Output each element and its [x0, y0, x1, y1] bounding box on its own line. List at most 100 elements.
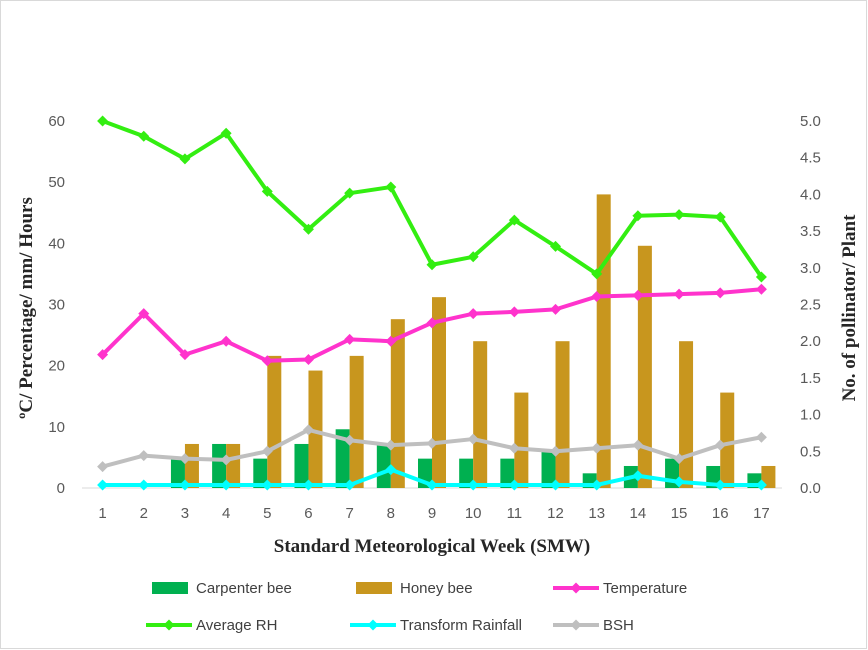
x-tick-label: 5 — [263, 505, 271, 522]
x-tick-label: 11 — [507, 505, 523, 522]
data-point — [550, 303, 562, 315]
x-tick-label: 16 — [712, 505, 729, 522]
right-tick-label: 4.0 — [800, 186, 821, 203]
data-point — [632, 470, 644, 482]
legend-label: Transform Rainfall — [400, 617, 522, 634]
data-point — [591, 291, 603, 303]
right-tick-label: 3.5 — [800, 223, 821, 240]
data-point — [508, 442, 520, 454]
data-point — [97, 461, 109, 473]
left-tick-label: 20 — [48, 358, 65, 375]
data-point — [220, 479, 232, 491]
data-point — [302, 223, 314, 235]
data-point — [179, 349, 191, 361]
x-tick-label: 9 — [428, 505, 436, 522]
data-point — [591, 479, 603, 491]
right-tick-label: 5.0 — [800, 113, 821, 130]
data-point — [97, 115, 109, 127]
bar — [170, 458, 185, 488]
bar — [679, 341, 694, 488]
bar — [720, 392, 735, 488]
data-point — [302, 354, 314, 366]
left-tick-label: 60 — [48, 113, 65, 130]
data-point — [261, 185, 273, 197]
data-point — [467, 433, 479, 445]
x-tick-label: 6 — [304, 505, 312, 522]
right-axis-title: No. of pollinator/ Plant — [839, 214, 860, 402]
bar — [308, 370, 323, 488]
data-point — [755, 271, 767, 283]
left-tick-label: 0 — [57, 480, 65, 497]
legend-marker — [163, 619, 175, 631]
data-point — [220, 127, 232, 139]
data-point — [97, 479, 109, 491]
bar — [637, 245, 652, 488]
data-point — [138, 450, 150, 462]
left-axis-title: ºC/ Percentage/ mm/ Hours — [16, 197, 37, 419]
right-tick-label: 2.5 — [800, 297, 821, 314]
x-tick-label: 13 — [588, 505, 605, 522]
legend: Carpenter bee Honey bee Temperature Average… — [146, 580, 687, 634]
data-point — [344, 187, 356, 199]
legend-swatch — [356, 582, 392, 594]
bar — [335, 429, 350, 488]
data-point — [261, 479, 273, 491]
data-point — [755, 431, 767, 443]
data-point — [261, 355, 273, 367]
data-point — [508, 306, 520, 318]
bar — [376, 443, 391, 488]
bar — [473, 341, 488, 488]
data-point — [714, 211, 726, 223]
data-point — [673, 453, 685, 465]
legend-label: Average RH — [196, 617, 277, 634]
bar — [226, 443, 241, 488]
data-point — [632, 210, 644, 222]
data-point — [426, 437, 438, 449]
x-tick-label: 7 — [345, 505, 353, 522]
data-point — [550, 240, 562, 252]
series-line — [101, 119, 764, 279]
bar — [761, 465, 776, 488]
data-point — [508, 214, 520, 226]
data-point — [755, 283, 767, 295]
right-tick-label: 4.5 — [800, 150, 821, 167]
data-point — [714, 479, 726, 491]
data-point — [426, 259, 438, 271]
right-tick-label: 1.5 — [800, 370, 821, 387]
right-axis: 0.0 0.5 1.0 1.5 2.0 2.5 3.0 3.5 4.0 4.5 5.0 — [800, 113, 821, 497]
right-tick-label: 2.0 — [800, 333, 821, 350]
data-point — [385, 464, 397, 476]
data-point — [344, 434, 356, 446]
bar — [459, 458, 474, 488]
right-tick-label: 1.0 — [800, 407, 821, 424]
data-point — [138, 130, 150, 142]
data-point — [632, 289, 644, 301]
data-point — [138, 479, 150, 491]
data-point — [220, 454, 232, 466]
data-point — [344, 479, 356, 491]
data-point — [714, 287, 726, 299]
legend-marker — [367, 619, 379, 631]
bar — [596, 194, 611, 488]
data-point — [179, 153, 191, 165]
data-point — [261, 445, 273, 457]
legend-marker — [570, 582, 582, 594]
right-tick-label: 3.0 — [800, 260, 821, 277]
data-point — [385, 335, 397, 347]
bar — [253, 458, 268, 488]
bar — [184, 443, 199, 488]
bar — [541, 451, 556, 488]
data-point — [426, 479, 438, 491]
data-point — [467, 479, 479, 491]
line-layer — [97, 115, 767, 491]
data-point — [550, 479, 562, 491]
x-tick-label: 4 — [222, 505, 230, 522]
data-point — [302, 424, 314, 436]
data-point — [591, 442, 603, 454]
left-tick-label: 40 — [48, 235, 65, 252]
x-tick-label: 14 — [630, 505, 647, 522]
data-point — [426, 317, 438, 329]
x-tick-label: 17 — [753, 505, 770, 522]
